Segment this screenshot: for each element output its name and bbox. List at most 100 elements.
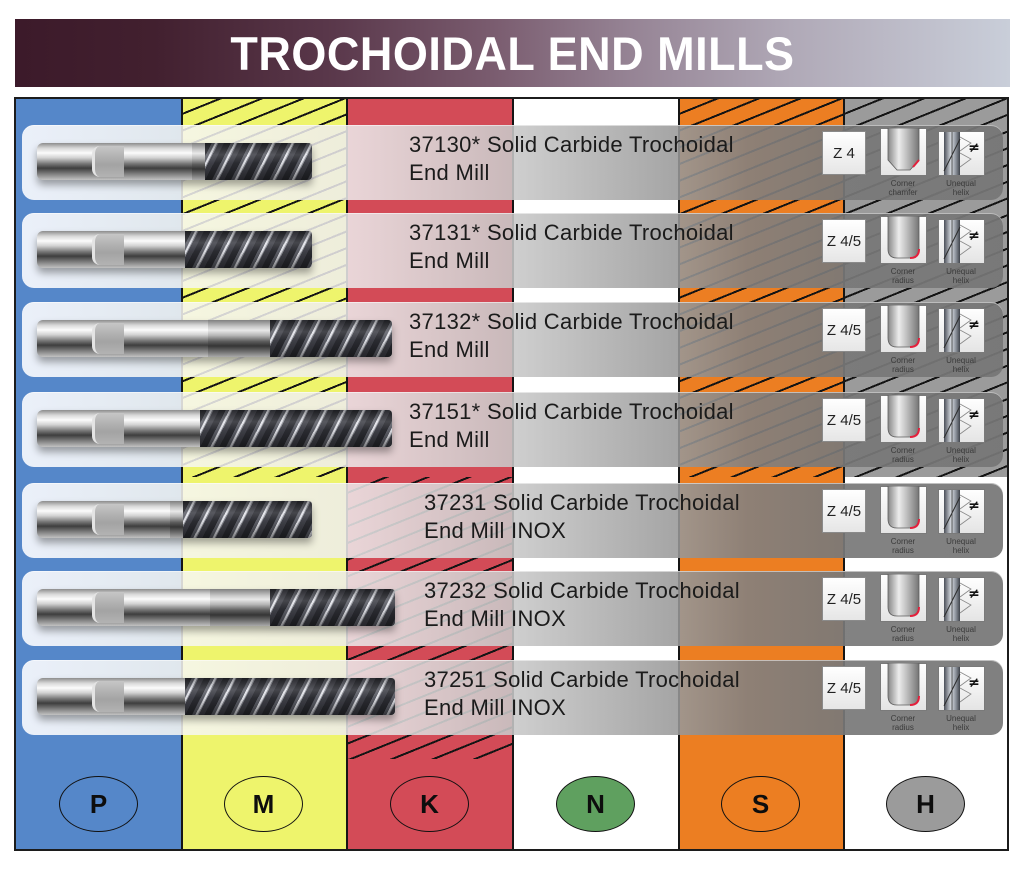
product-name-line1: 37151* Solid Carbide Trochoidal <box>409 399 734 424</box>
helix-icon-label: Unequal helix <box>946 446 976 464</box>
corner-icon-label: Corner radius <box>890 267 916 285</box>
tool-neck <box>170 501 183 538</box>
product-name: 37151* Solid Carbide Trochoidal End Mill <box>409 398 734 454</box>
tool-flutes <box>183 501 312 538</box>
flute-count-badge: Z 4/5 <box>822 577 866 621</box>
title-banner: TROCHOIDAL END MILLS <box>15 19 1010 87</box>
corner-radius-icon <box>880 216 927 264</box>
product-name: 37231 Solid Carbide Trochoidal End Mill … <box>424 489 740 545</box>
flute-count-badge: Z 4/5 <box>822 666 866 710</box>
product-row[interactable]: 37130* Solid Carbide Trochoidal End Mill… <box>22 125 1003 200</box>
unequal-helix-icon: ≠ <box>938 666 985 711</box>
flute-count-badge: Z 4 <box>822 131 866 175</box>
helix-icon-label: Unequal helix <box>946 625 976 643</box>
tool-flutes <box>185 678 395 715</box>
product-row[interactable]: 37131* Solid Carbide Trochoidal End Mill… <box>22 213 1003 288</box>
unequal-helix-icon: ≠ <box>938 308 985 353</box>
product-row[interactable]: 37132* Solid Carbide Trochoidal End Mill… <box>22 302 1003 377</box>
end-mill-image <box>37 231 312 268</box>
product-name: 37251 Solid Carbide Trochoidal End Mill … <box>424 666 740 722</box>
corner-radius-icon <box>880 305 927 353</box>
corner-icon-label: Corner chamfer <box>888 179 918 197</box>
flute-count-badge: Z 4/5 <box>822 219 866 263</box>
page-title: TROCHOIDAL END MILLS <box>230 25 795 81</box>
product-name: 37130* Solid Carbide Trochoidal End Mill <box>409 131 734 187</box>
material-column-n <box>512 98 679 850</box>
helix-icon-label: Unequal helix <box>946 714 976 732</box>
tool-neck <box>210 589 270 626</box>
corner-radius-icon <box>880 663 927 711</box>
product-row[interactable]: 37231 Solid Carbide Trochoidal End Mill … <box>22 483 1003 558</box>
tool-flutes <box>205 143 312 180</box>
product-name-line2: End Mill INOX <box>424 695 567 720</box>
tool-flutes <box>270 320 392 357</box>
svg-text:≠: ≠ <box>968 407 980 423</box>
product-row[interactable]: 37251 Solid Carbide Trochoidal End Mill … <box>22 660 1003 735</box>
material-badge-s: S <box>721 776 800 832</box>
svg-text:≠: ≠ <box>968 498 980 514</box>
material-badge-p: P <box>59 776 138 832</box>
product-name-line2: End Mill INOX <box>424 606 567 631</box>
corner-radius-icon <box>880 395 927 443</box>
unequal-helix-icon: ≠ <box>938 398 985 443</box>
unequal-helix-icon: ≠ <box>938 131 985 176</box>
material-badge-m: M <box>224 776 303 832</box>
product-name-line1: 37132* Solid Carbide Trochoidal <box>409 309 734 334</box>
tool-flat <box>92 323 124 354</box>
corner-chamfer-icon <box>880 128 927 176</box>
material-column-k <box>346 98 513 850</box>
product-name: 37131* Solid Carbide Trochoidal End Mill <box>409 219 734 275</box>
svg-text:≠: ≠ <box>968 586 980 602</box>
svg-text:≠: ≠ <box>968 228 980 244</box>
end-mill-image <box>37 410 392 447</box>
material-column-p <box>15 98 181 850</box>
helix-icon-label: Unequal helix <box>946 179 976 197</box>
tool-flat <box>92 146 124 177</box>
product-name: 37232 Solid Carbide Trochoidal End Mill … <box>424 577 740 633</box>
product-name-line1: 37251 Solid Carbide Trochoidal <box>424 667 740 692</box>
tool-flat <box>92 592 124 623</box>
svg-text:≠: ≠ <box>968 675 980 691</box>
flute-count-badge: Z 4/5 <box>822 489 866 533</box>
material-column-h <box>843 98 1009 850</box>
product-name-line1: 37130* Solid Carbide Trochoidal <box>409 132 734 157</box>
tool-flat <box>92 234 124 265</box>
corner-icon-label: Corner radius <box>890 714 916 732</box>
svg-text:≠: ≠ <box>968 140 980 156</box>
product-row[interactable]: 37151* Solid Carbide Trochoidal End Mill… <box>22 392 1003 467</box>
end-mill-image <box>37 320 392 357</box>
material-badge-h: H <box>886 776 965 832</box>
product-name-line2: End Mill <box>409 427 490 452</box>
tool-flat <box>92 681 124 712</box>
material-column-m <box>181 98 347 850</box>
tool-flutes <box>185 231 312 268</box>
product-name-line2: End Mill <box>409 248 490 273</box>
product-name: 37132* Solid Carbide Trochoidal End Mill <box>409 308 734 364</box>
tool-flutes <box>200 410 392 447</box>
corner-icon-label: Corner radius <box>890 625 916 643</box>
unequal-helix-icon: ≠ <box>938 577 985 622</box>
material-column-s <box>678 98 844 850</box>
end-mill-image <box>37 678 395 715</box>
helix-icon-label: Unequal helix <box>946 267 976 285</box>
product-name-line1: 37232 Solid Carbide Trochoidal <box>424 578 740 603</box>
tool-flat <box>92 413 124 444</box>
flute-count-badge: Z 4/5 <box>822 398 866 442</box>
corner-radius-icon <box>880 486 927 534</box>
product-name-line2: End Mill <box>409 160 490 185</box>
corner-icon-label: Corner radius <box>890 356 916 374</box>
product-name-line1: 37231 Solid Carbide Trochoidal <box>424 490 740 515</box>
flute-count-badge: Z 4/5 <box>822 308 866 352</box>
product-row[interactable]: 37232 Solid Carbide Trochoidal End Mill … <box>22 571 1003 646</box>
helix-icon-label: Unequal helix <box>946 356 976 374</box>
helix-icon-label: Unequal helix <box>946 537 976 555</box>
product-name-line2: End Mill INOX <box>424 518 567 543</box>
tool-neck <box>208 320 270 357</box>
material-badge-k: K <box>390 776 469 832</box>
corner-icon-label: Corner radius <box>890 537 916 555</box>
material-badge-n: N <box>556 776 635 832</box>
unequal-helix-icon: ≠ <box>938 219 985 264</box>
end-mill-image <box>37 143 312 180</box>
end-mill-image <box>37 589 395 626</box>
tool-neck <box>192 143 205 180</box>
